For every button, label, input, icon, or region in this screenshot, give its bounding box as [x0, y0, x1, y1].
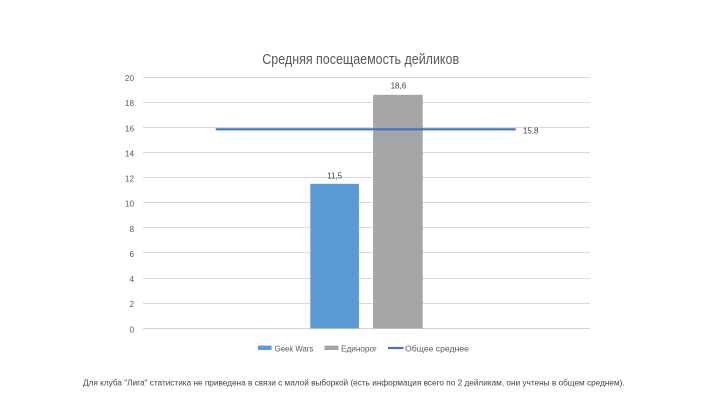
svg-text:20: 20 — [125, 74, 135, 83]
svg-text:4: 4 — [129, 275, 134, 284]
svg-text:16: 16 — [125, 124, 135, 133]
svg-text:18,6: 18,6 — [391, 82, 407, 91]
svg-text:2: 2 — [129, 300, 134, 309]
svg-text:10: 10 — [125, 200, 135, 209]
svg-text:Единорог: Единорог — [341, 344, 377, 353]
svg-text:8: 8 — [129, 225, 134, 234]
svg-text:15,8: 15,8 — [523, 127, 539, 136]
svg-text:Средняя посещаемость дейликов: Средняя посещаемость дейликов — [262, 51, 459, 68]
svg-text:11,5: 11,5 — [327, 171, 343, 180]
svg-text:Для клуба "Лига" статистика не: Для клуба "Лига" статистика не приведена… — [83, 378, 625, 388]
svg-text:12: 12 — [125, 175, 135, 184]
svg-text:14: 14 — [125, 150, 135, 159]
svg-text:18: 18 — [125, 99, 135, 108]
svg-text:0: 0 — [129, 325, 134, 334]
svg-text:Общее среднее: Общее среднее — [405, 344, 470, 353]
svg-text:6: 6 — [129, 250, 134, 259]
svg-text:Geek Wars: Geek Wars — [275, 344, 314, 353]
